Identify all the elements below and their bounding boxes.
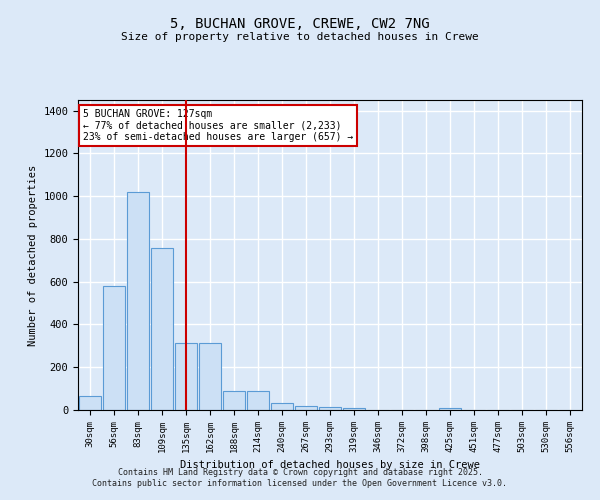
Bar bbox=[223, 391, 245, 410]
Bar bbox=[151, 248, 173, 410]
Y-axis label: Number of detached properties: Number of detached properties bbox=[28, 164, 38, 346]
Bar bbox=[199, 342, 221, 410]
Bar bbox=[127, 192, 149, 410]
Bar bbox=[247, 391, 269, 410]
Bar bbox=[175, 342, 197, 410]
Bar bbox=[103, 286, 125, 410]
X-axis label: Distribution of detached houses by size in Crewe: Distribution of detached houses by size … bbox=[180, 460, 480, 470]
Text: Size of property relative to detached houses in Crewe: Size of property relative to detached ho… bbox=[121, 32, 479, 42]
Bar bbox=[295, 406, 317, 410]
Bar bbox=[319, 407, 341, 410]
Text: 5 BUCHAN GROVE: 127sqm
← 77% of detached houses are smaller (2,233)
23% of semi-: 5 BUCHAN GROVE: 127sqm ← 77% of detached… bbox=[83, 110, 353, 142]
Bar bbox=[271, 402, 293, 410]
Text: 5, BUCHAN GROVE, CREWE, CW2 7NG: 5, BUCHAN GROVE, CREWE, CW2 7NG bbox=[170, 18, 430, 32]
Bar bbox=[343, 408, 365, 410]
Bar bbox=[79, 396, 101, 410]
Bar bbox=[439, 408, 461, 410]
Text: Contains HM Land Registry data © Crown copyright and database right 2025.
Contai: Contains HM Land Registry data © Crown c… bbox=[92, 468, 508, 487]
